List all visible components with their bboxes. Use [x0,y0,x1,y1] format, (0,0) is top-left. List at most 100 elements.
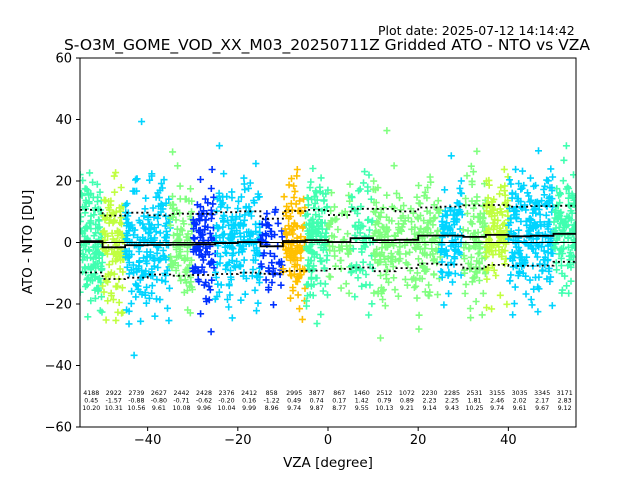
bin-stat-label: 9.67 [535,405,549,412]
bin-stat-label: 2.46 [490,398,504,405]
bin-stat-label: 858 [266,390,278,397]
bin-stat-label: 10.08 [172,405,190,412]
bin-stat-label: -1.57 [106,398,122,405]
bin-stat-label: 9.74 [287,405,301,412]
bin-stat-label: 0.79 [377,398,391,405]
y-tick-label: −20 [45,298,72,313]
y-tick-label: 0 [64,236,72,251]
bin-stat-label: 0.49 [287,398,301,405]
bin-stat-label: 2.17 [535,398,549,405]
scatter-point-group [459,147,490,322]
bin-stat-label: 10.20 [82,405,100,412]
bin-stat-label: 2376 [218,390,234,397]
scatter-points [80,118,576,359]
plot-date: Plot date: 2025-07-12 14:14:42 [378,23,575,38]
y-tick-label: 40 [55,113,72,128]
bin-stat-label: 4188 [83,390,99,397]
bin-stat-label: 9.99 [242,405,256,412]
bin-stat-label: 9.14 [422,405,436,412]
bin-stat-label: 1460 [354,390,370,397]
bin-stat-label: 9.87 [310,405,324,412]
bin-stat-label: 9.61 [513,405,527,412]
scatter-point-group [257,206,286,309]
bin-stat-label: 9.61 [152,405,166,412]
bin-stat-label: -0.20 [218,398,234,405]
bin-stat-label: 2531 [466,390,482,397]
scatter-point-group [144,170,174,325]
x-tick-label: 40 [500,433,517,448]
x-tick-label: 0 [324,433,332,448]
bin-stat-label: 2412 [241,390,257,397]
bin-stat-label: 2922 [106,390,122,397]
scatter-point-group [80,169,106,321]
bin-stat-label: 2.25 [445,398,459,405]
bin-stat-label: 1.42 [355,398,369,405]
bin-stat-label: 2285 [444,390,460,397]
bin-stat-label: 10.31 [105,405,123,412]
bin-stat-label: 9.55 [355,405,369,412]
scatter-point-group [189,166,219,336]
x-axis: −40 −20 0 20 40 [134,427,517,448]
bin-stat-label: -0.88 [128,398,144,405]
bin-stat-label: 9.12 [558,405,572,412]
bin-stat-label: 2512 [376,390,392,397]
x-axis-label: VZA [degree] [283,455,373,471]
scatter-point-group [302,165,332,328]
scatter-point-group [167,148,196,317]
bin-stat-label: 3155 [489,390,505,397]
scatter-point-group [347,168,377,319]
scatter-point-group [550,142,576,297]
bin-stat-label: 10.13 [375,405,393,412]
x-tick-label: 20 [410,433,427,448]
bin-stat-label: 2.23 [422,398,436,405]
bin-stat-label: 0.89 [400,398,414,405]
bin-stat-label: 9.21 [400,405,414,412]
scatter-point-group [527,147,557,316]
bin-stat-label: 2442 [173,390,189,397]
x-tick-label: −20 [224,433,251,448]
mean-line [80,232,576,249]
bin-stat-label: -1.22 [263,398,279,405]
bin-stat-label: 0.74 [310,398,324,405]
bin-stat-label: 2627 [151,390,167,397]
bin-stat-label: -0.71 [173,398,189,405]
bin-stat-label: 3171 [557,390,573,397]
scatter-point-group [211,142,242,322]
chart-title: S-O3M_GOME_VOD_XX_M03_20250711Z Gridded … [64,36,590,55]
scatter-point-group [234,160,264,315]
bin-stat-label: 8.77 [332,405,346,412]
bin-stat-label: 3877 [309,390,325,397]
bin-stat-label: 867 [333,390,345,397]
y-tick-label: −40 [45,359,72,374]
bin-stat-label: 0.16 [242,398,256,405]
bin-stat-label: 2230 [421,390,437,397]
bin-stat-label: 10.56 [127,405,145,412]
scatter-point-group [369,127,399,342]
y-tick-label: 20 [55,175,72,190]
bin-stat-label: 3345 [534,390,550,397]
scatter-point-group [99,169,129,324]
bin-stat-label: 2995 [286,390,302,397]
bin-stat-label: 10.04 [217,405,235,412]
lower-std-line [80,260,576,280]
scatter-point-group [121,118,151,359]
bin-stat-label: 10.25 [465,405,483,412]
bin-stat-label: 2.02 [513,398,527,405]
y-axis-label: ATO - NTO [DU] [20,190,36,295]
bin-stat-label: 2739 [128,390,144,397]
bin-stat-label: 2.83 [558,398,572,405]
bin-stat-label: 1.81 [467,398,481,405]
bin-stat-label: 1072 [399,390,415,397]
bin-stat-label: 9.43 [445,405,459,412]
bin-stat-label: 2428 [196,390,212,397]
y-tick-label: 60 [55,52,72,67]
bin-stat-label: 9.96 [197,405,211,412]
x-tick-label: −40 [134,433,161,448]
bin-stat-label: 0.45 [84,398,98,405]
bin-stat-label: 3035 [512,390,528,397]
y-tick-label: −60 [45,421,72,436]
bin-stat-label: -0.62 [196,398,212,405]
